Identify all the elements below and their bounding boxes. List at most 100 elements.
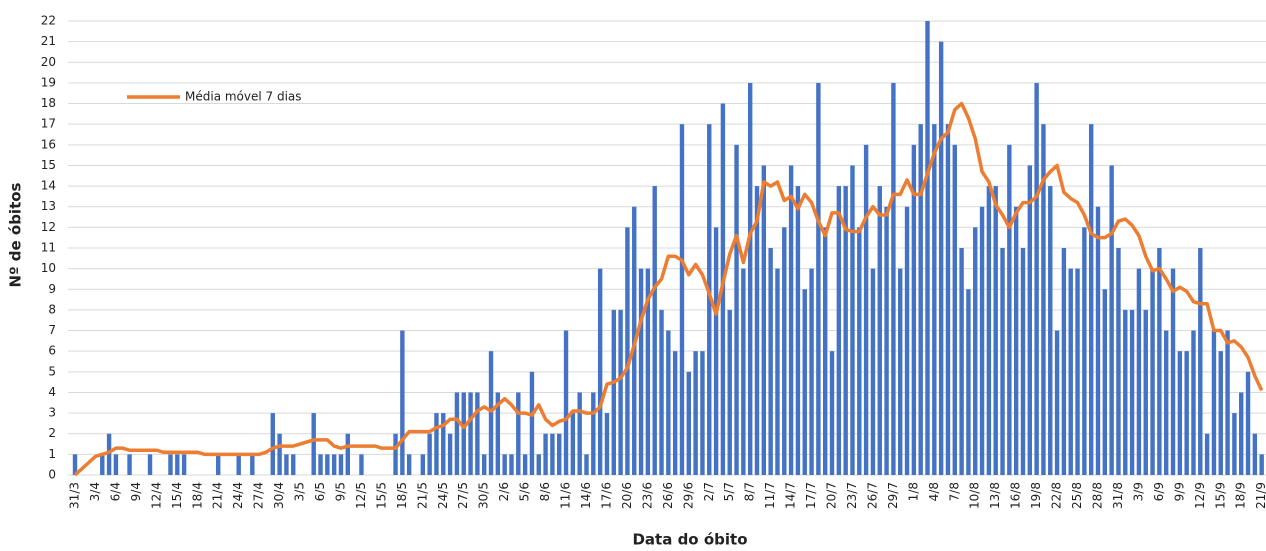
y-tick-label: 10 bbox=[41, 261, 56, 275]
bar bbox=[679, 124, 685, 475]
bar bbox=[591, 392, 596, 475]
x-tick-label: 26/7 bbox=[865, 482, 879, 509]
bar bbox=[468, 392, 473, 475]
bar bbox=[604, 413, 610, 475]
bar bbox=[522, 454, 528, 475]
x-tick-label: 6/5 bbox=[313, 482, 327, 501]
x-tick-label: 18/9 bbox=[1234, 482, 1248, 509]
bar bbox=[877, 186, 882, 475]
bar bbox=[597, 268, 603, 475]
x-tick-label: 3/4 bbox=[88, 482, 102, 501]
y-tick-label: 17 bbox=[41, 117, 56, 131]
bar bbox=[1095, 206, 1101, 475]
bar bbox=[1020, 248, 1026, 475]
x-tick-label: 15/9 bbox=[1213, 482, 1227, 509]
bar bbox=[147, 454, 153, 475]
bar bbox=[829, 351, 835, 475]
bar bbox=[570, 413, 576, 475]
x-tick-label: 15/4 bbox=[170, 482, 184, 509]
bar bbox=[898, 268, 903, 475]
bar bbox=[359, 454, 364, 475]
bar bbox=[788, 165, 794, 476]
x-tick-label: 21/5 bbox=[415, 482, 429, 509]
y-tick-label: 8 bbox=[48, 302, 56, 316]
bar bbox=[1136, 268, 1142, 475]
bar bbox=[1143, 309, 1148, 475]
bar bbox=[400, 330, 405, 475]
bar bbox=[973, 227, 978, 475]
y-axis-title: Nº de óbitos bbox=[7, 182, 25, 287]
x-tick-label: 12/5 bbox=[354, 482, 368, 509]
bar bbox=[1054, 330, 1060, 475]
x-tick-label: 29/7 bbox=[886, 482, 900, 509]
bar bbox=[693, 351, 698, 475]
bar bbox=[1245, 371, 1251, 475]
bar bbox=[843, 186, 848, 475]
bar bbox=[945, 124, 951, 475]
y-tick-label: 11 bbox=[41, 241, 56, 255]
bar bbox=[666, 330, 671, 475]
y-tick-label: 2 bbox=[48, 426, 56, 440]
bar bbox=[966, 289, 971, 475]
bar bbox=[1082, 227, 1087, 475]
bar bbox=[311, 413, 316, 475]
x-tick-label: 23/7 bbox=[845, 482, 859, 509]
y-tick-label: 20 bbox=[41, 55, 56, 69]
y-tick-label: 1 bbox=[48, 447, 56, 461]
bar bbox=[113, 454, 119, 475]
x-tick-label: 20/6 bbox=[620, 482, 634, 509]
y-tick-label: 13 bbox=[41, 199, 56, 213]
bar bbox=[1252, 433, 1258, 475]
bar bbox=[434, 413, 439, 475]
x-axis-title: Data do óbito bbox=[632, 531, 747, 549]
bar bbox=[1075, 268, 1080, 475]
bar bbox=[1129, 309, 1135, 475]
bar bbox=[1225, 330, 1230, 475]
bar bbox=[529, 371, 535, 475]
bar bbox=[932, 124, 937, 475]
x-tick-label: 13/8 bbox=[988, 482, 1002, 509]
bar bbox=[645, 268, 651, 475]
bar bbox=[1191, 330, 1196, 475]
bar bbox=[72, 454, 78, 475]
bar bbox=[1157, 248, 1162, 475]
x-tick-label: 28/8 bbox=[1091, 482, 1105, 509]
bar bbox=[1041, 124, 1046, 475]
bar bbox=[502, 454, 507, 475]
bar bbox=[509, 454, 514, 475]
bar bbox=[1027, 165, 1032, 476]
bar bbox=[816, 82, 821, 475]
x-tick-label: 8/6 bbox=[538, 482, 552, 501]
y-tick-label: 12 bbox=[41, 220, 56, 234]
bar bbox=[427, 433, 432, 475]
bar bbox=[1232, 413, 1237, 475]
bar bbox=[1102, 289, 1108, 475]
bar bbox=[536, 454, 541, 475]
bar bbox=[1204, 433, 1210, 475]
bar bbox=[1164, 330, 1169, 475]
bar bbox=[406, 454, 412, 475]
y-tick-label: 5 bbox=[48, 364, 56, 378]
bar bbox=[1013, 206, 1019, 475]
x-tick-label: 3/9 bbox=[1131, 482, 1145, 501]
bar bbox=[754, 186, 760, 475]
y-tick-label: 15 bbox=[41, 158, 56, 172]
x-tick-label: 3/5 bbox=[293, 482, 307, 501]
bar bbox=[236, 454, 241, 475]
bar bbox=[925, 21, 930, 475]
x-tick-label: 26/6 bbox=[661, 482, 675, 509]
x-tick-label: 30/5 bbox=[477, 482, 491, 509]
bar bbox=[181, 454, 187, 475]
x-tick-label: 5/7 bbox=[722, 482, 736, 501]
bar bbox=[727, 309, 732, 475]
bar bbox=[884, 206, 889, 475]
bar bbox=[393, 433, 398, 475]
bar bbox=[672, 351, 678, 475]
x-tick-label: 6/4 bbox=[108, 482, 122, 501]
bar bbox=[986, 186, 992, 475]
x-tick-label: 7/8 bbox=[947, 482, 961, 501]
bar bbox=[488, 351, 494, 475]
y-tick-label: 16 bbox=[41, 137, 56, 151]
y-tick-label: 7 bbox=[48, 323, 56, 337]
bar bbox=[734, 144, 739, 475]
